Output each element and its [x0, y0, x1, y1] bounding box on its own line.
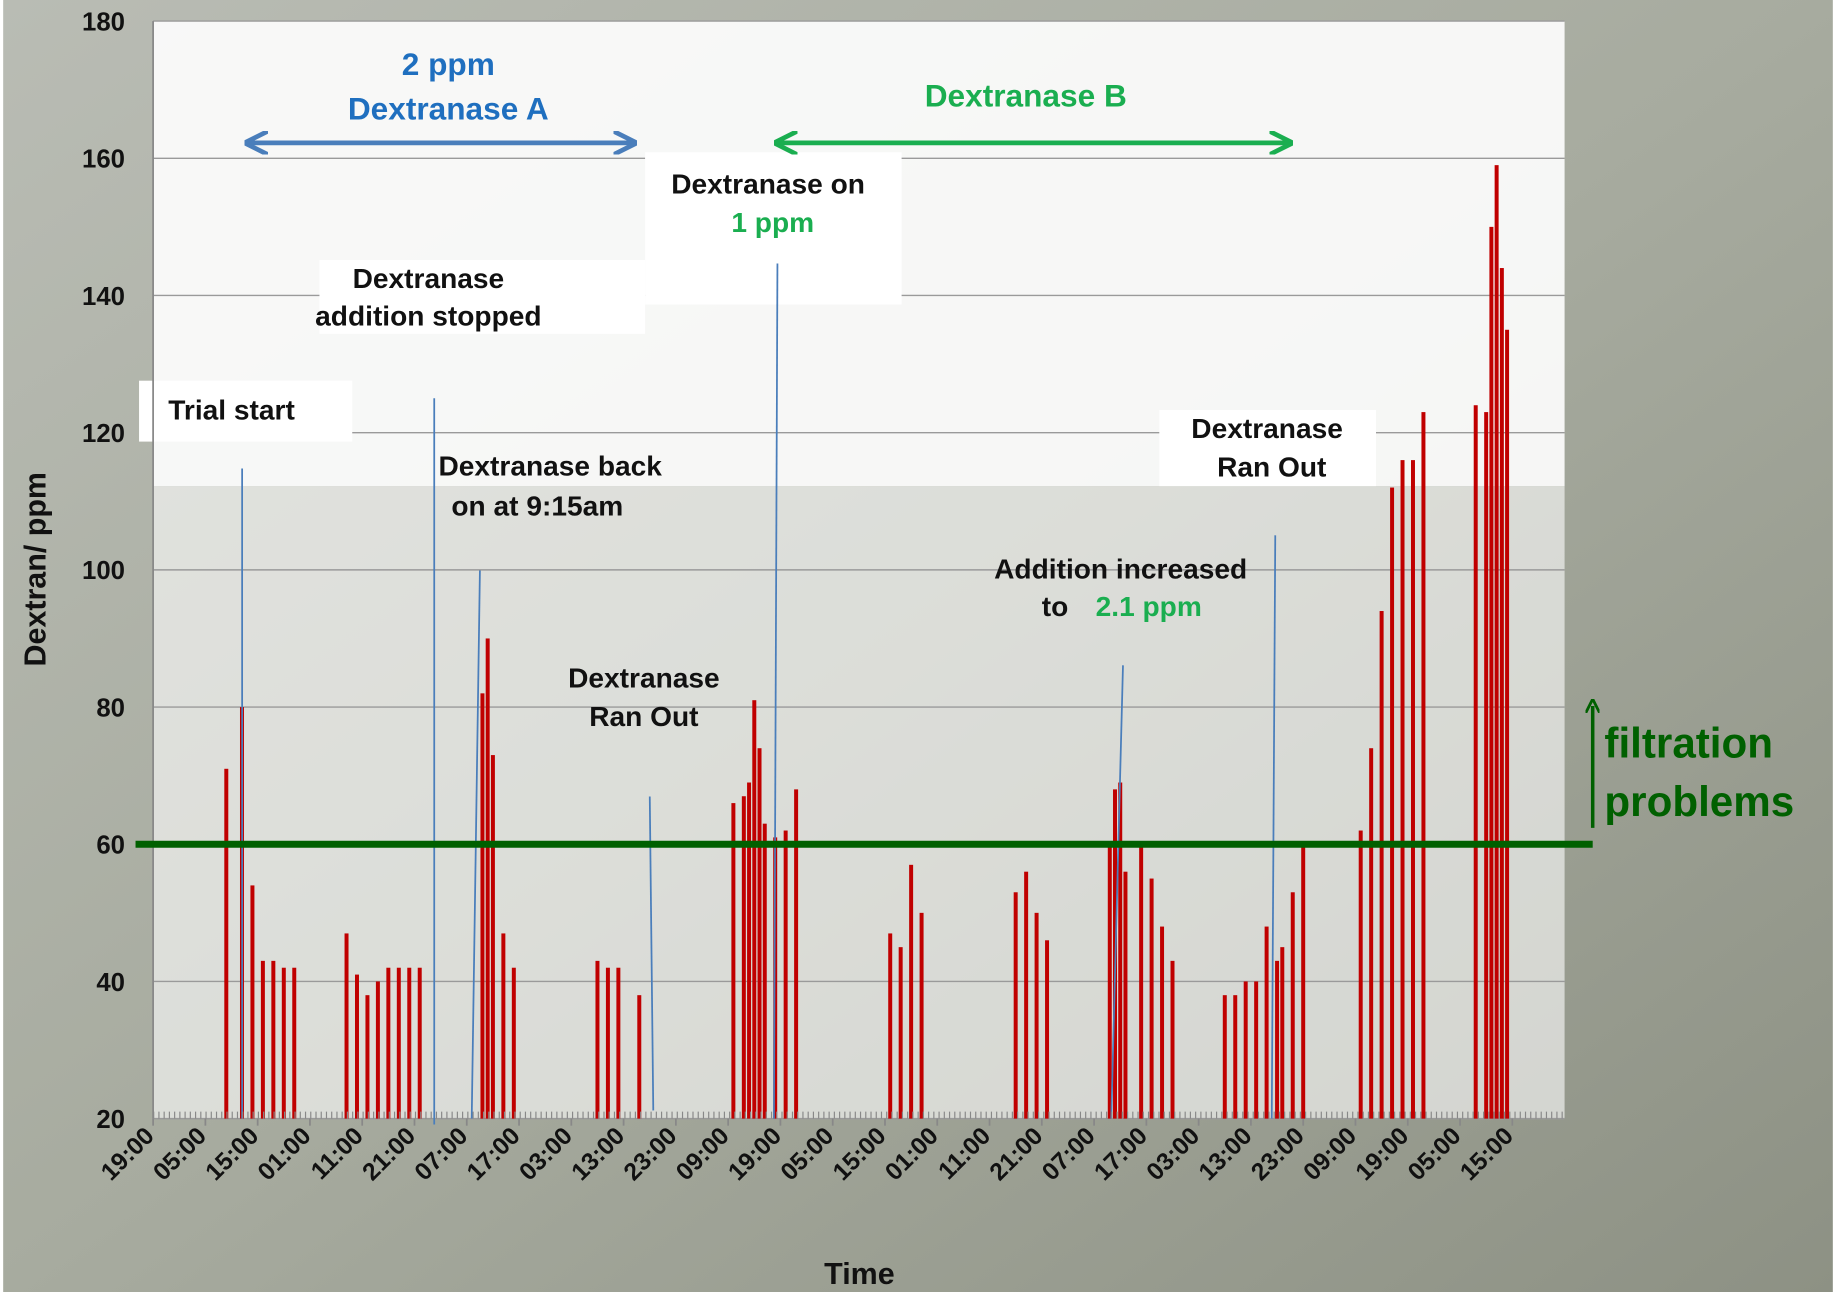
bar [1495, 165, 1499, 1119]
bar [512, 968, 516, 1119]
bar [1160, 927, 1164, 1119]
annotation: addition stopped [315, 301, 541, 332]
bar [1045, 940, 1049, 1118]
bar [345, 933, 349, 1118]
annotation: on at 9:15am [451, 490, 623, 521]
bar [365, 995, 369, 1118]
annotation: Dextranase [353, 263, 505, 294]
y-tick-label: 100 [82, 557, 125, 585]
bar [1265, 927, 1269, 1119]
bar [1489, 227, 1493, 1119]
bar [386, 968, 390, 1119]
bar [1505, 330, 1509, 1119]
bar [794, 789, 798, 1118]
bar [1500, 268, 1504, 1119]
bar [1484, 412, 1488, 1119]
y-tick-label: 160 [82, 146, 125, 174]
bar [1014, 892, 1018, 1118]
bar [606, 968, 610, 1119]
y-tick-label: 180 [82, 8, 125, 36]
bar [731, 803, 735, 1119]
annotation: to [1042, 591, 1069, 622]
bar [1369, 748, 1373, 1118]
bar [1401, 460, 1405, 1119]
bar [1254, 981, 1258, 1118]
page: {"chart_data":{"type":"bar", "xlabel":"T… [0, 0, 1836, 1292]
y-tick-label: 80 [96, 694, 125, 722]
bar [271, 961, 275, 1119]
bar [250, 885, 254, 1118]
annotation: Ran Out [589, 701, 699, 732]
bar [407, 968, 411, 1119]
bar [1150, 879, 1154, 1119]
bar [1280, 947, 1284, 1118]
annotation: 2 ppm [402, 46, 495, 82]
y-axis-title: Dextran/ ppm [18, 472, 52, 667]
bar [909, 865, 913, 1119]
bar [486, 638, 490, 1118]
annotation: Trial start [168, 394, 295, 425]
bar [1108, 844, 1112, 1118]
annotation: Dextranase on [671, 168, 865, 199]
threshold-label: filtration [1604, 720, 1773, 767]
bar [888, 933, 892, 1118]
annotation: Dextranase A [348, 90, 549, 126]
bar [1223, 995, 1227, 1118]
bar [501, 933, 505, 1118]
bar [747, 783, 751, 1119]
x-axis-title: Time [824, 1257, 895, 1291]
bar [418, 968, 422, 1119]
bar [1244, 981, 1248, 1118]
y-tick-label: 140 [82, 283, 125, 311]
threshold-label: problems [1604, 778, 1794, 825]
bar [899, 947, 903, 1118]
bar [1390, 488, 1394, 1119]
bar [224, 769, 228, 1119]
bar [1139, 844, 1143, 1118]
bar [616, 968, 620, 1119]
bar [282, 968, 286, 1119]
annotation: Dextranase [1191, 413, 1343, 444]
annotation: Dextranase back [438, 451, 662, 482]
bar [261, 961, 265, 1119]
bar [752, 700, 756, 1118]
bar [1233, 995, 1237, 1118]
bar [491, 755, 495, 1119]
bar [1291, 892, 1295, 1118]
annotation: Addition increased [994, 554, 1247, 585]
bar [397, 968, 401, 1119]
bar [595, 961, 599, 1119]
bar [376, 981, 380, 1118]
bar [1035, 913, 1039, 1119]
y-tick-label: 120 [82, 420, 125, 448]
annotation: 2.1 ppm [1096, 591, 1202, 622]
bar [637, 995, 641, 1118]
bar [758, 748, 762, 1118]
annotation: 1 ppm [731, 207, 814, 238]
annotation: Dextranase [568, 663, 720, 694]
bar [1474, 405, 1478, 1118]
bar [763, 824, 767, 1119]
bar [1275, 961, 1279, 1119]
y-tick-label: 20 [96, 1106, 125, 1134]
y-tick-label: 40 [96, 969, 125, 997]
bar [355, 975, 359, 1119]
bar [292, 968, 296, 1119]
bar [1359, 831, 1363, 1119]
bar [1171, 961, 1175, 1119]
bar [1123, 872, 1127, 1119]
bar [1380, 611, 1384, 1119]
chart: 2 ppm Dextranase A Dextranase B Dextrana… [0, 0, 1836, 1292]
bar [1024, 872, 1028, 1119]
annotation: Dextranase B [925, 78, 1127, 114]
bar [1301, 844, 1305, 1118]
bar [480, 693, 484, 1118]
y-tick-label: 60 [96, 832, 125, 860]
plot-area-bottom [153, 486, 1564, 1119]
annotation: Ran Out [1217, 452, 1327, 483]
bar [784, 831, 788, 1119]
bar [1421, 412, 1425, 1119]
bar [1411, 460, 1415, 1119]
bar [920, 913, 924, 1119]
